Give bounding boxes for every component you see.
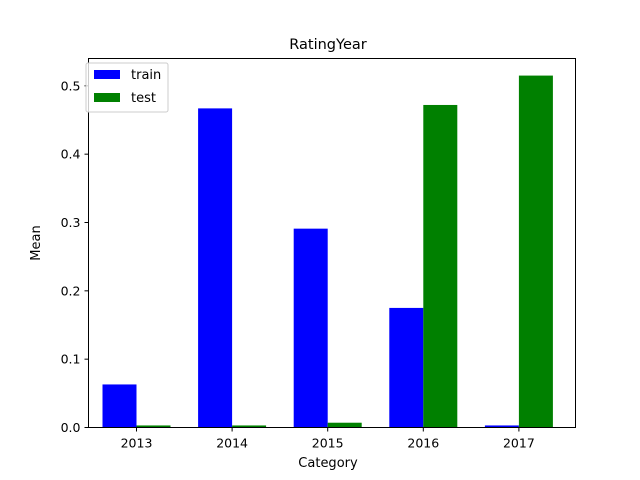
chart-title: RatingYear (289, 37, 366, 53)
bars-group (102, 75, 553, 428)
x-tick-label: 2017 (503, 436, 535, 451)
x-tick-label: 2015 (312, 436, 344, 451)
bar-test-2017 (518, 75, 553, 428)
bar-train-2014 (198, 108, 233, 428)
y-tick-label: 0.3 (61, 215, 81, 230)
y-tick-label: 0.0 (61, 420, 81, 435)
x-axis-ticks: 2013 2014 2015 2016 2017 (121, 427, 535, 451)
y-axis-ticks: 0.0 0.1 0.2 0.3 0.4 0.5 (61, 78, 89, 435)
x-tick-label: 2014 (216, 436, 248, 451)
bar-test-2013 (136, 425, 171, 428)
legend-label-train: train (131, 68, 161, 83)
legend-label-test: test (131, 91, 156, 106)
legend: train test (85, 62, 169, 113)
y-axis-label: Mean (29, 225, 44, 260)
x-tick-label: 2016 (407, 436, 439, 451)
bar-train-2016 (389, 307, 424, 428)
x-axis-label: Category (298, 456, 358, 471)
y-tick-label: 0.4 (61, 147, 81, 162)
bar-train-2017 (484, 425, 519, 428)
y-tick-label: 0.1 (61, 352, 81, 367)
x-tick-label: 2013 (121, 436, 153, 451)
y-tick-label: 0.2 (61, 283, 81, 298)
legend-swatch-train (94, 70, 120, 79)
bar-train-2015 (293, 228, 328, 428)
y-tick-label: 0.5 (61, 78, 81, 93)
bar-test-2014 (232, 425, 267, 428)
bar-train-2013 (102, 384, 137, 428)
legend-swatch-test (94, 93, 120, 102)
bar-test-2016 (423, 104, 458, 428)
plot-frame (88, 58, 576, 428)
bar-test-2015 (327, 422, 362, 428)
